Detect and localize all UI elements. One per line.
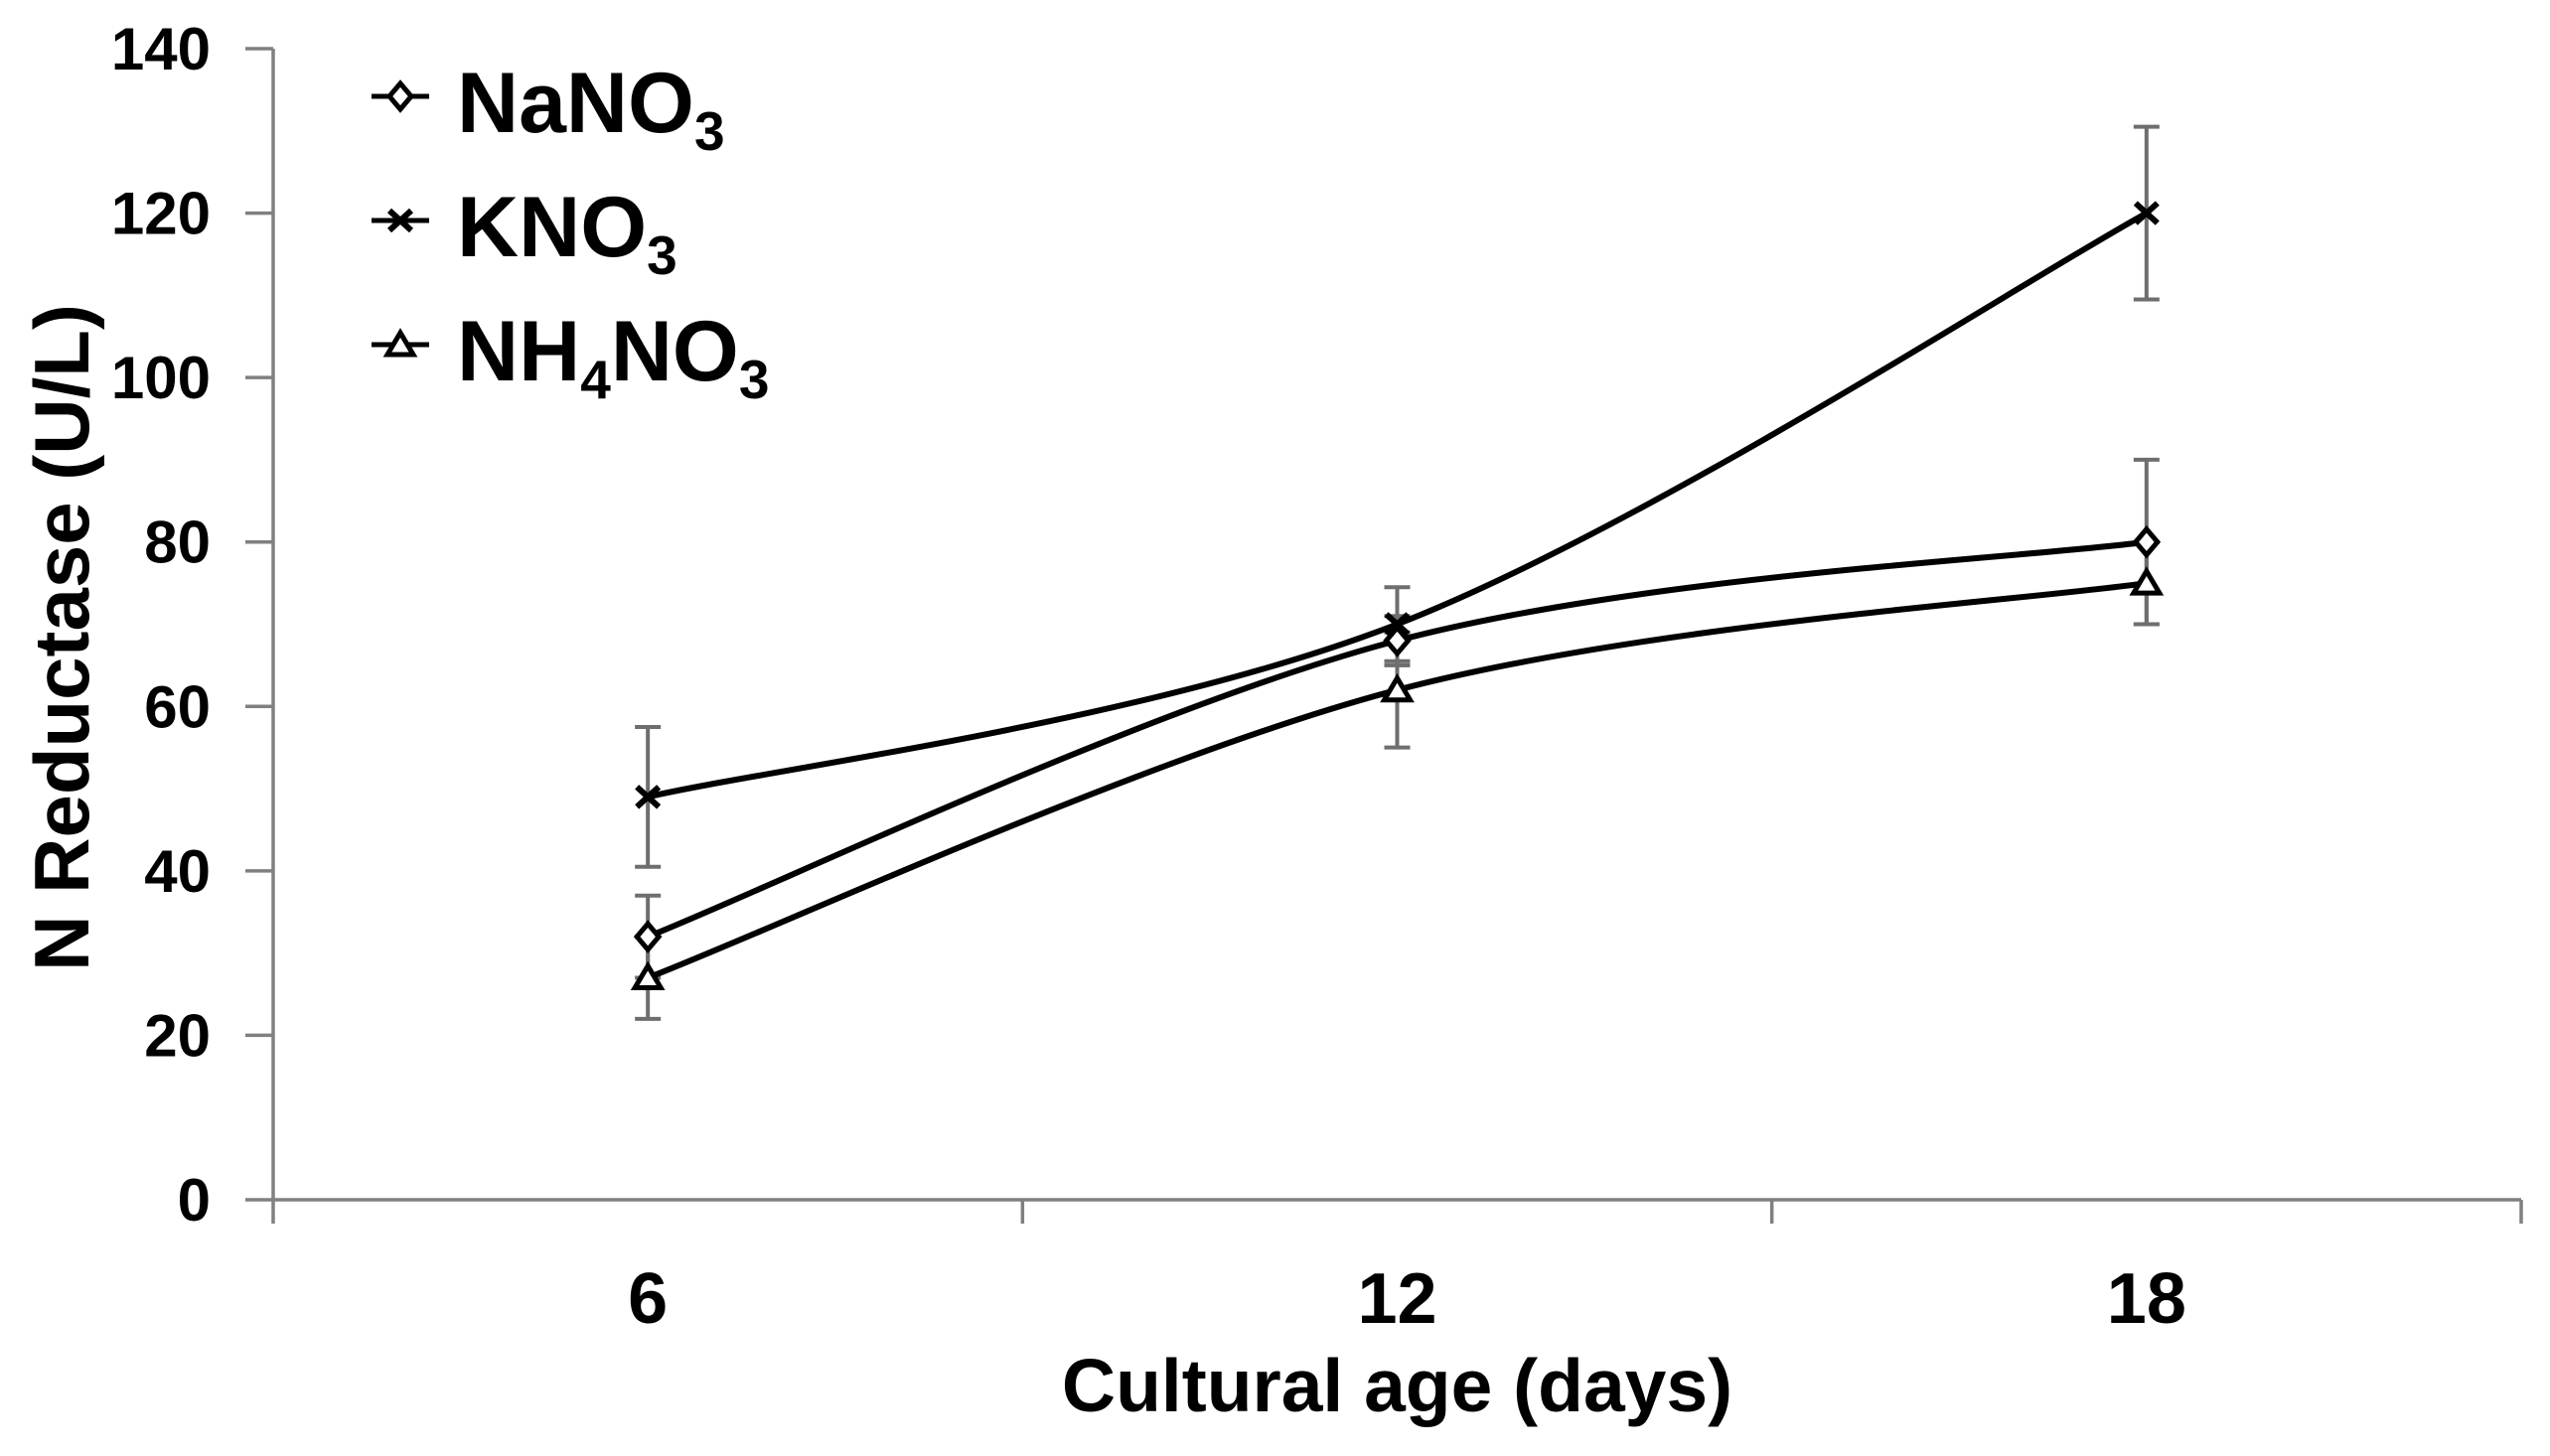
legend-label-subscript: 3 — [647, 223, 677, 286]
marker-KNO3 — [1384, 612, 1411, 637]
legend-marker-NaNO3 — [372, 79, 429, 113]
marker-KNO3 — [2133, 201, 2160, 225]
legend-item-NH4NO3: NH4NO3 — [369, 283, 769, 406]
legend-marker-KNO3 — [372, 208, 429, 233]
x-tick-label: 12 — [1357, 1259, 1436, 1339]
x-tick-label: 18 — [2107, 1259, 2186, 1339]
legend-marker-glyph-NH4NO3 — [382, 328, 418, 358]
y-tick-label: 20 — [144, 1002, 211, 1069]
marker-KNO3 — [635, 785, 662, 809]
marker-NaNO3 — [1383, 624, 1412, 657]
legend-label-subscript: 3 — [693, 99, 725, 162]
legend-item-KNO3: KNO3 — [369, 159, 677, 282]
legend-marker-glyph-KNO3 — [386, 208, 414, 233]
y-tick-label: 120 — [111, 181, 211, 247]
legend-label-NH4NO3: NH4NO3 — [457, 309, 769, 406]
legend-item-NaNO3: NaNO3 — [369, 35, 725, 158]
legend-label-text: KNO — [457, 180, 648, 275]
y-tick-label: 0 — [178, 1167, 211, 1234]
marker-NH4NO3 — [2129, 566, 2165, 596]
legend-marker-glyph-NaNO3 — [385, 79, 415, 113]
marker-NaNO3 — [633, 920, 663, 953]
legend-label-subscript: 4 — [580, 348, 611, 410]
y-tick-label: 140 — [111, 16, 211, 82]
legend-label-NaNO3: NaNO3 — [457, 61, 725, 158]
legend-marker-NH4NO3 — [372, 328, 429, 358]
x-tick-label: 6 — [628, 1259, 668, 1339]
legend-label-subscript: 3 — [738, 348, 770, 410]
legend-label-text: NaNO — [457, 56, 694, 151]
legend-label-text: NO — [610, 304, 739, 399]
marker-NH4NO3 — [1380, 672, 1415, 703]
y-tick-label: 80 — [144, 510, 211, 576]
legend-label-KNO3: KNO3 — [457, 185, 677, 282]
legend-label-text: NH — [457, 304, 581, 399]
marker-NH4NO3 — [630, 960, 666, 990]
y-tick-label: 100 — [111, 345, 211, 411]
x-axis-title: Cultural age (days) — [1061, 1344, 1733, 1427]
y-axis-title: N Reductase (U/L) — [18, 304, 105, 971]
marker-NaNO3 — [2132, 524, 2162, 559]
y-tick-label: 40 — [144, 838, 211, 905]
y-tick-label: 60 — [144, 673, 211, 740]
